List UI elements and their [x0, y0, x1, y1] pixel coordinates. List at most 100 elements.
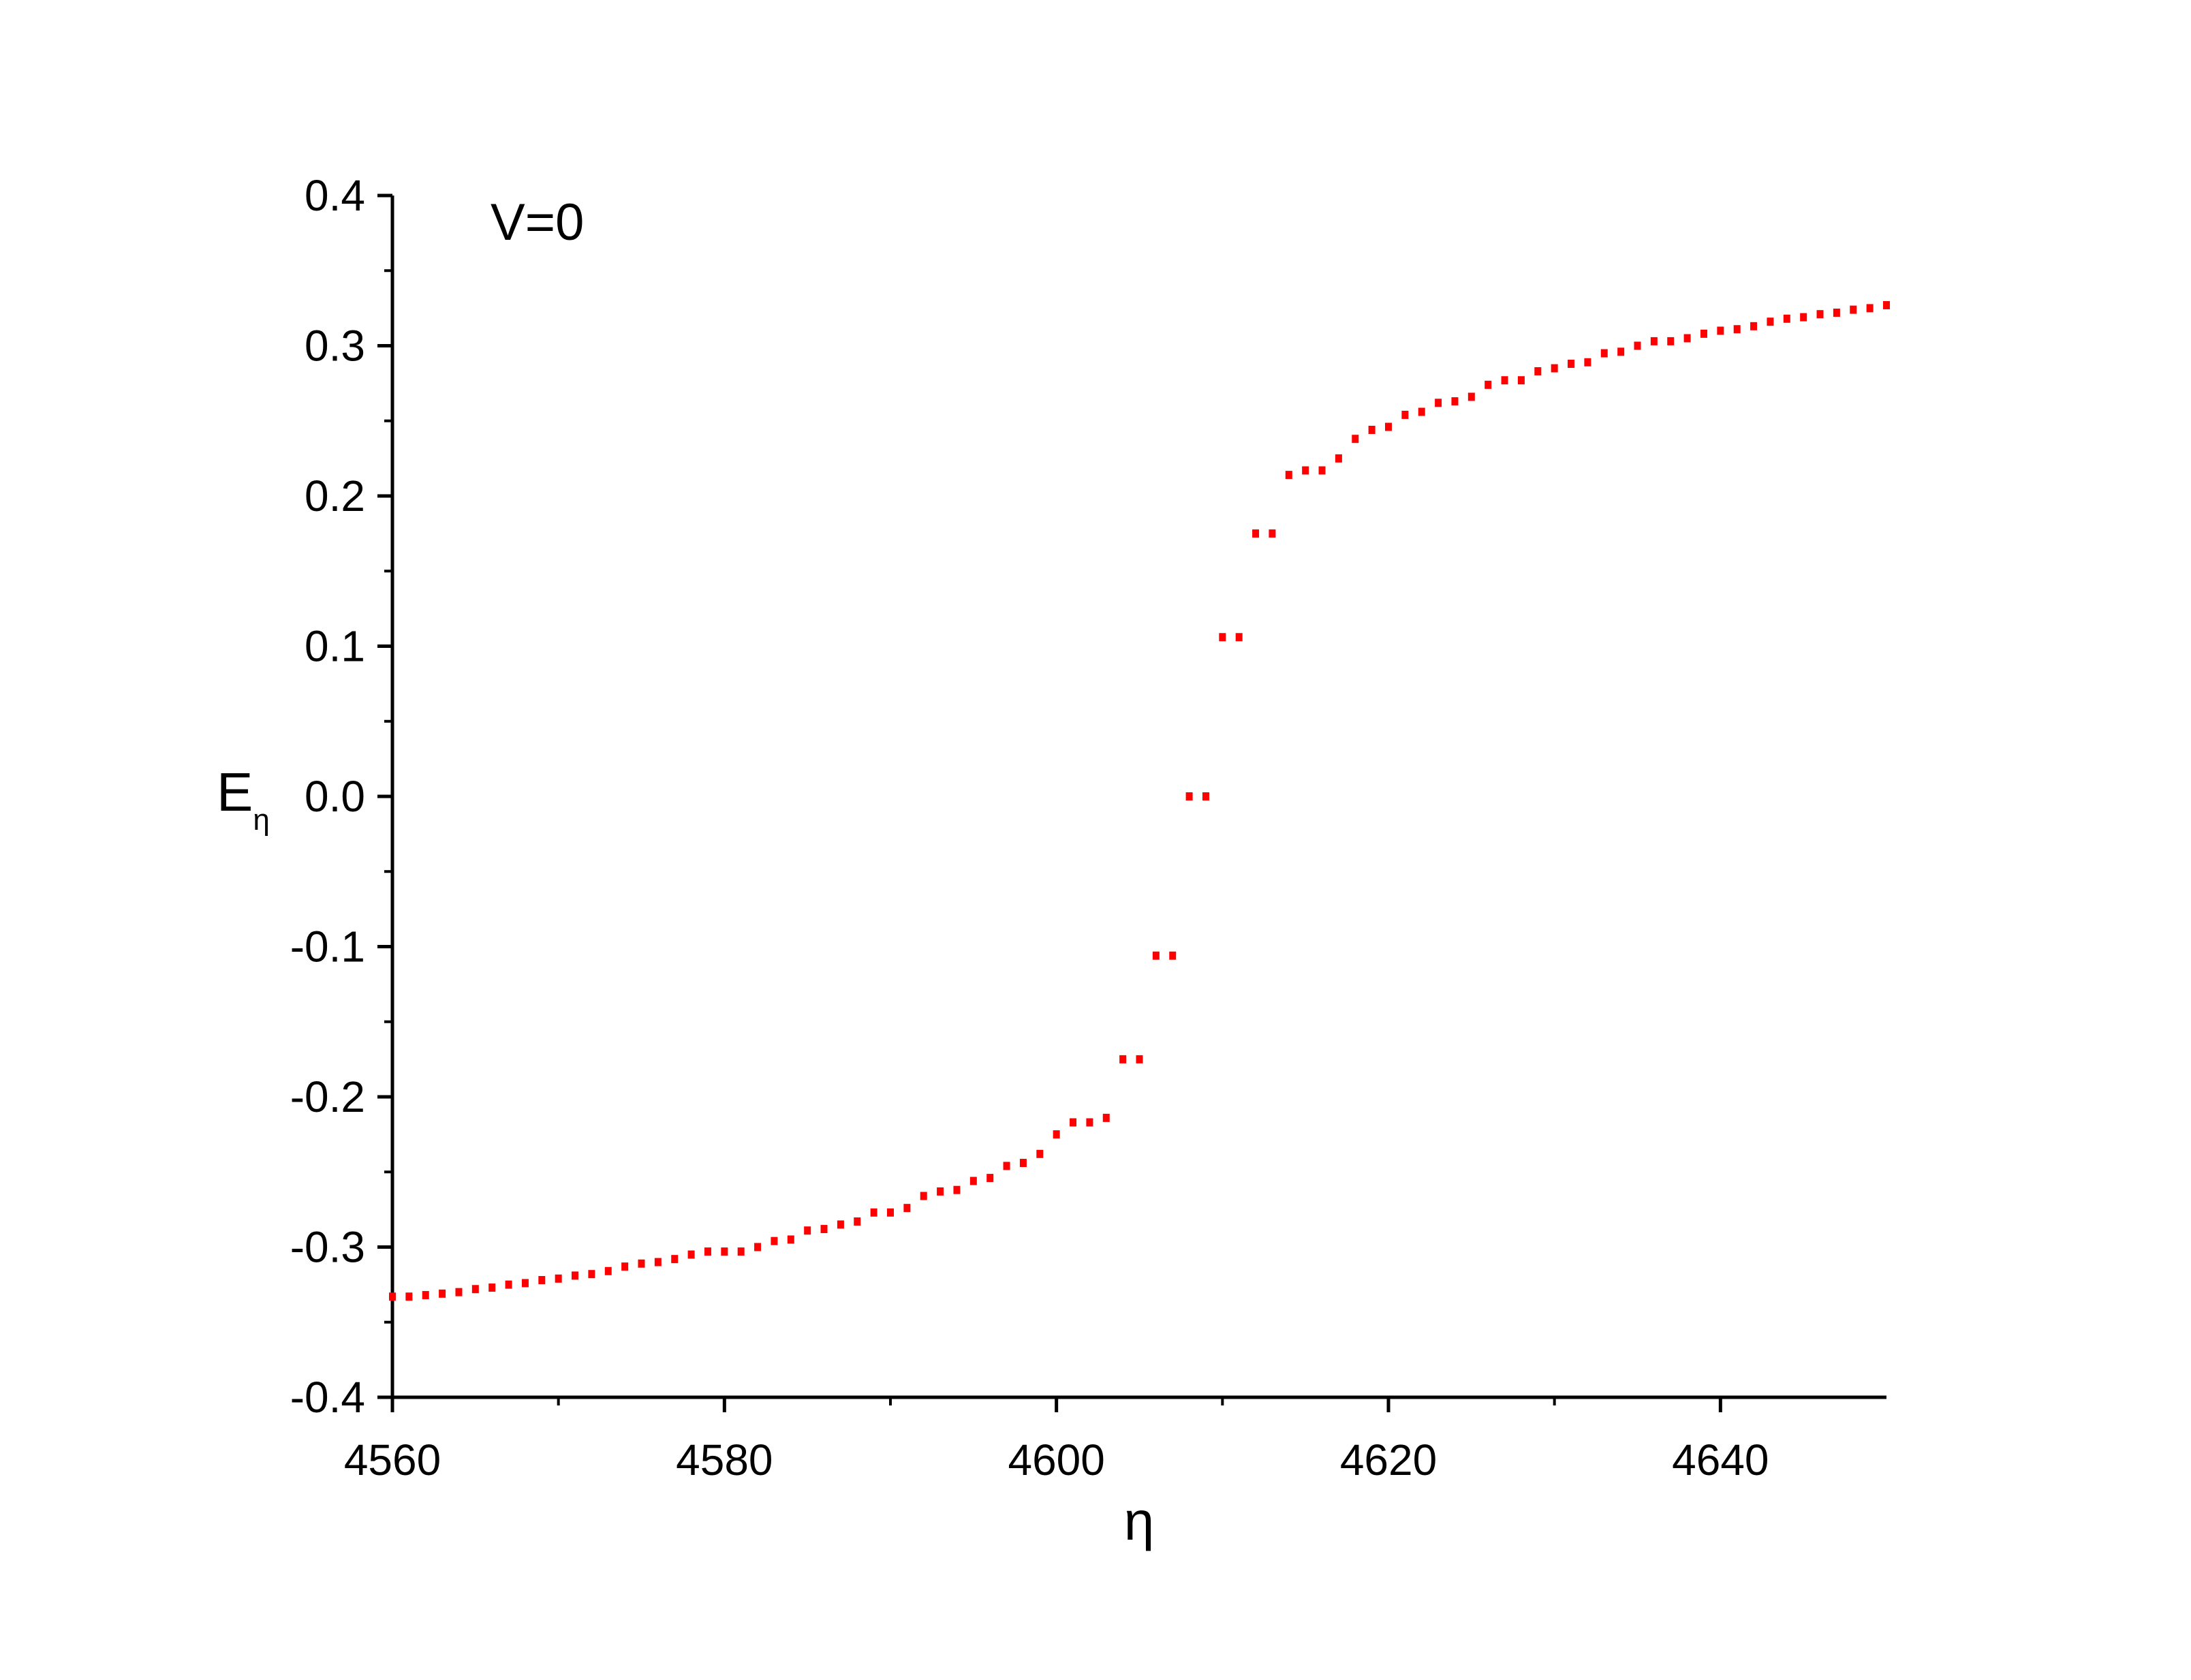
- point: [654, 1258, 662, 1266]
- y-tick-label: 0.3: [305, 322, 365, 371]
- point: [1235, 633, 1243, 642]
- point: [1733, 325, 1741, 334]
- point: [588, 1270, 595, 1279]
- point: [1650, 337, 1658, 345]
- point: [1102, 1113, 1110, 1122]
- y-tick-label: -0.4: [290, 1373, 365, 1422]
- point: [1534, 367, 1542, 375]
- y-axis-label-sub: η: [253, 803, 269, 837]
- point: [1302, 466, 1309, 475]
- point: [1617, 347, 1625, 356]
- point: [521, 1279, 529, 1288]
- point: [405, 1292, 413, 1301]
- point: [1252, 529, 1260, 538]
- point: [754, 1243, 762, 1251]
- point: [1003, 1162, 1010, 1170]
- point: [1517, 376, 1525, 385]
- point: [1269, 529, 1276, 538]
- point: [604, 1266, 612, 1275]
- y-tick-label: 0.1: [305, 622, 365, 671]
- point: [471, 1285, 479, 1294]
- point: [1800, 313, 1807, 322]
- point: [1285, 471, 1292, 480]
- point: [920, 1192, 927, 1200]
- point: [1086, 1118, 1093, 1127]
- y-tick-label: -0.2: [290, 1072, 365, 1121]
- point: [455, 1288, 463, 1296]
- point: [937, 1187, 944, 1196]
- point: [820, 1225, 828, 1234]
- x-tick-label: 4580: [676, 1435, 773, 1484]
- point: [1700, 329, 1707, 338]
- point: [1185, 792, 1193, 800]
- point: [422, 1291, 429, 1300]
- point: [704, 1247, 711, 1256]
- y-axis-label: Eη: [217, 762, 270, 837]
- point: [1152, 951, 1160, 960]
- annotation: V=0: [491, 193, 584, 251]
- x-tick-label: 4560: [344, 1435, 441, 1484]
- point: [1551, 364, 1558, 373]
- point: [389, 1292, 396, 1301]
- point: [1783, 314, 1790, 323]
- point: [1219, 633, 1226, 642]
- x-tick-label: 4640: [1672, 1435, 1769, 1484]
- point: [538, 1276, 546, 1285]
- x-axis-label: η: [1124, 1491, 1155, 1551]
- point: [804, 1226, 811, 1235]
- point: [1467, 392, 1475, 401]
- point: [1352, 435, 1359, 444]
- point: [1401, 410, 1409, 419]
- point: [721, 1247, 728, 1256]
- point: [1036, 1149, 1044, 1158]
- point: [986, 1174, 994, 1183]
- point: [1584, 358, 1591, 367]
- y-axis-label-main: E: [217, 762, 253, 822]
- point: [555, 1274, 562, 1283]
- point: [1418, 407, 1425, 416]
- point: [953, 1185, 961, 1194]
- point: [621, 1262, 629, 1271]
- point: [1883, 300, 1890, 309]
- point: [1767, 317, 1774, 326]
- point: [488, 1284, 496, 1292]
- point: [1169, 951, 1177, 960]
- point: [1600, 349, 1608, 358]
- point: [1019, 1159, 1027, 1168]
- y-tick-label: 0.4: [305, 171, 365, 220]
- point: [1667, 337, 1675, 345]
- point: [1070, 1118, 1077, 1127]
- point: [1568, 359, 1575, 368]
- point: [439, 1289, 446, 1298]
- point: [1435, 399, 1442, 407]
- point: [1202, 792, 1209, 800]
- x-tick-label: 4620: [1340, 1435, 1437, 1484]
- point: [737, 1247, 745, 1256]
- point: [1318, 466, 1326, 475]
- y-tick-label: -0.1: [290, 922, 365, 971]
- point: [1385, 422, 1392, 431]
- point: [1451, 397, 1459, 406]
- y-tick-label: 0.2: [305, 471, 365, 520]
- point: [572, 1271, 579, 1280]
- point: [870, 1208, 877, 1217]
- point: [771, 1236, 778, 1245]
- point: [505, 1280, 512, 1289]
- y-tick-label: -0.3: [290, 1223, 365, 1272]
- point: [1136, 1055, 1143, 1063]
- point: [837, 1220, 844, 1229]
- point: [1368, 425, 1376, 434]
- point: [1501, 376, 1508, 385]
- point: [969, 1177, 977, 1185]
- point: [1119, 1055, 1127, 1063]
- point: [687, 1250, 695, 1259]
- point: [1485, 380, 1492, 389]
- point: [1866, 304, 1874, 313]
- point: [887, 1208, 894, 1217]
- y-tick-label: 0.0: [305, 772, 365, 821]
- point: [1053, 1130, 1060, 1139]
- point: [671, 1255, 679, 1264]
- point: [1683, 334, 1691, 343]
